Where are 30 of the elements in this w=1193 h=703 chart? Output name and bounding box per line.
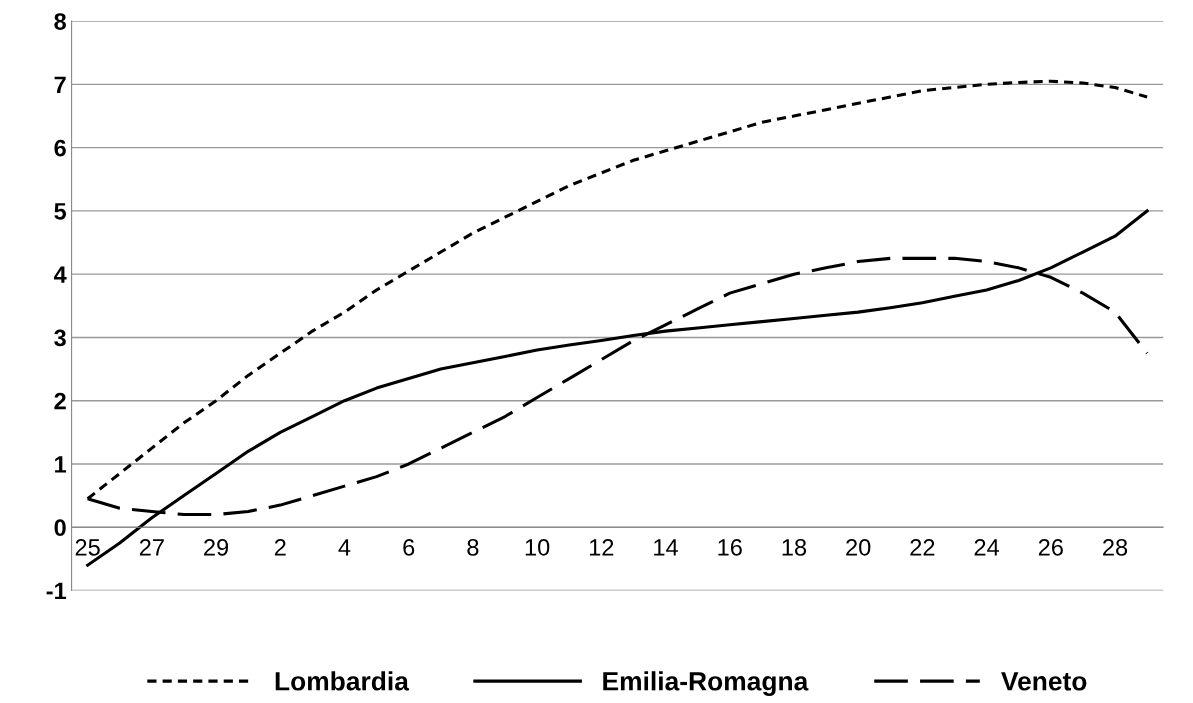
legend-label: Emilia-Romagna [603, 671, 809, 696]
legend-label: Lombardia [275, 671, 410, 691]
x-tick-label: 26 [1038, 538, 1063, 556]
x-tick-label: 20 [846, 538, 871, 556]
y-tick-label: 7 [54, 76, 66, 93]
x-tick-label: 28 [1103, 538, 1128, 556]
x-tick-label: 6 [403, 538, 415, 556]
y-tick-label: 5 [54, 203, 67, 220]
x-tick-label: 22 [910, 538, 935, 556]
y-tick-label: 8 [54, 13, 66, 30]
x-tick-label: 27 [139, 538, 164, 556]
y-tick-label: 1 [55, 456, 67, 473]
x-tick-label: 29 [204, 538, 229, 556]
x-tick-label: 16 [718, 538, 742, 556]
x-tick-label: 8 [467, 538, 479, 556]
x-tick-label: 14 [654, 539, 678, 556]
x-tick-label: 2 [274, 538, 286, 556]
y-tick-label: 3 [54, 329, 66, 347]
y-tick-label: 2 [54, 392, 66, 410]
y-tick-label: 4 [53, 266, 67, 283]
x-tick-label: 10 [525, 538, 550, 556]
x-tick-label: 24 [974, 538, 1000, 556]
x-tick-label: 25 [75, 538, 100, 556]
y-tick-label: -1 [46, 582, 67, 600]
x-tick-label: 18 [782, 538, 807, 556]
y-tick-label: 6 [54, 139, 66, 157]
legend-label: Veneto [1001, 672, 1087, 691]
x-tick-label: 12 [589, 538, 614, 556]
y-tick-label: 0 [54, 519, 66, 537]
x-tick-label: 4 [338, 539, 351, 556]
